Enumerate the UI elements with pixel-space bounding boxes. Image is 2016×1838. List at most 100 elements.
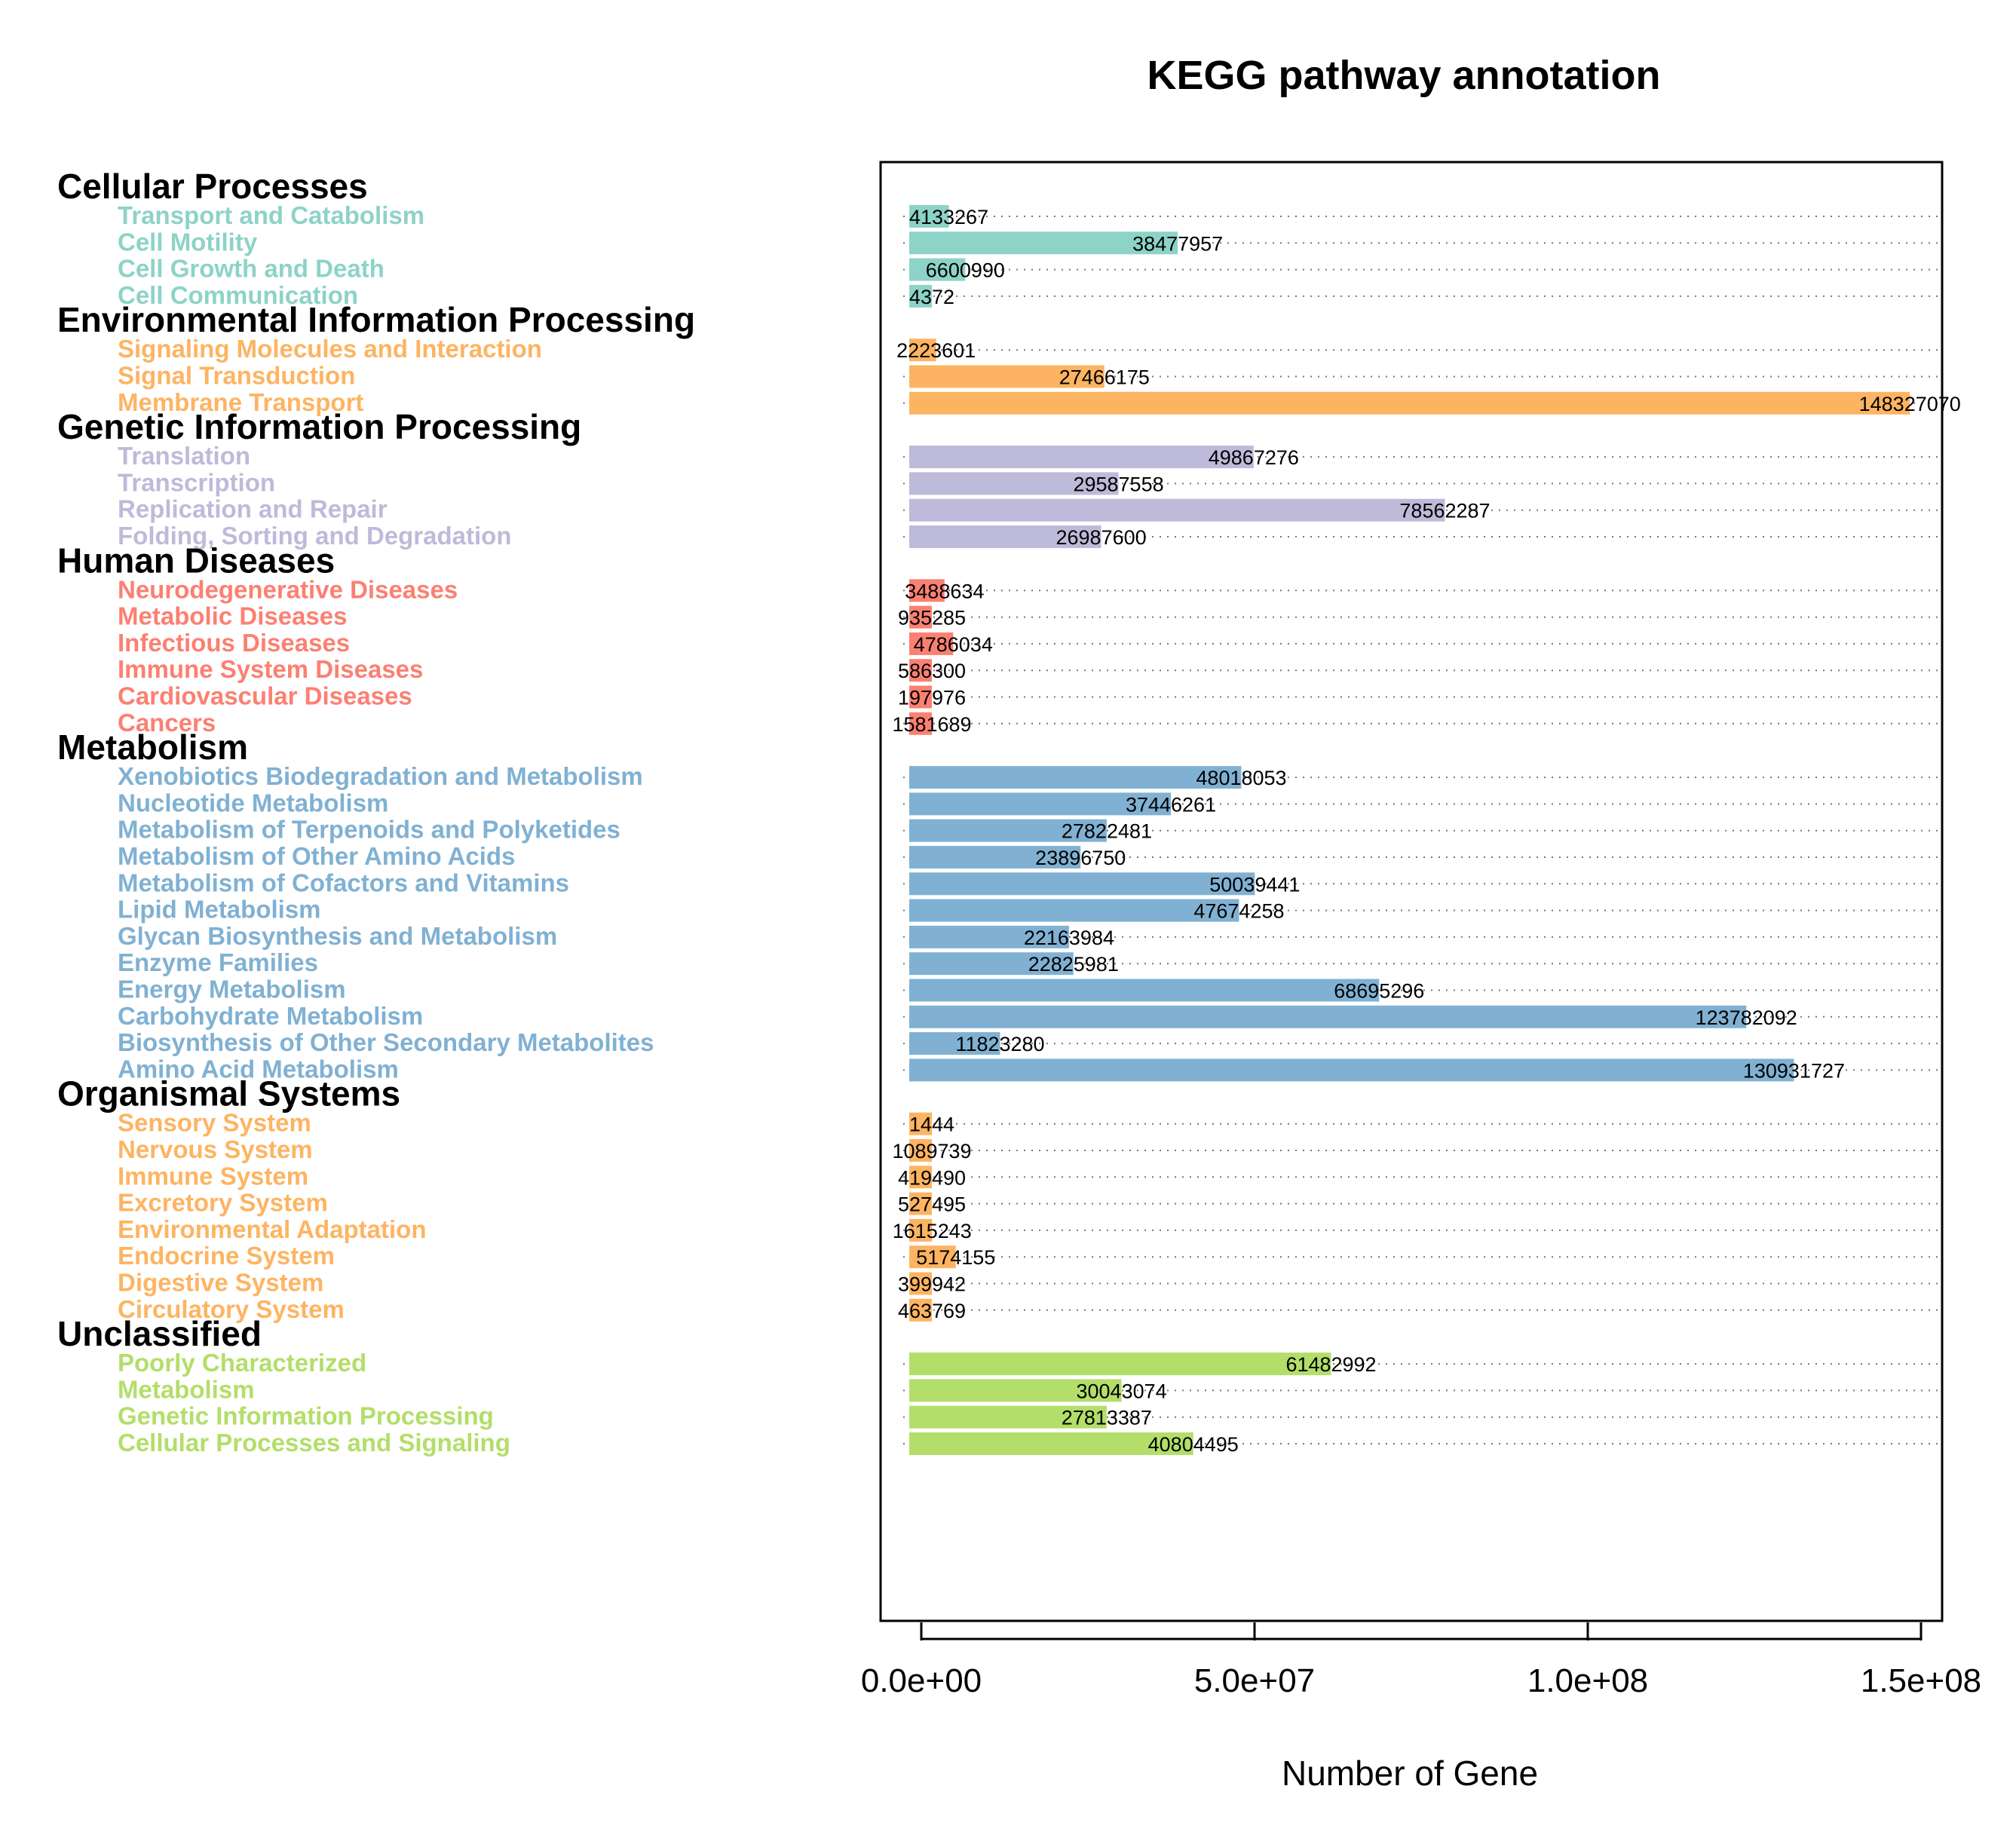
value-label: 11823280 [955,1033,1044,1055]
bar [909,446,1254,469]
x-axis: 0.0e+00 5.0e+07 1.0e+08 1.5e+08 [861,1622,1981,1699]
value-label: 1581689 [892,713,971,736]
value-label: 419490 [898,1166,966,1189]
value-label: 4133267 [909,206,988,228]
value-label: 37446261 [1126,793,1216,816]
bar [909,1139,932,1162]
value-label: 148327070 [1859,393,1961,415]
value-label: 1444 [909,1114,954,1136]
value-label: 935285 [898,607,966,630]
bar [909,659,932,682]
category-label: Excretory System [118,1189,328,1217]
category-label: Signaling Molecules and Interaction [118,335,542,363]
category-label: Cancers [118,709,216,737]
category-label: Sensory System [118,1109,311,1137]
value-label: 78562287 [1399,500,1490,522]
bar [909,205,949,228]
bar [909,1379,1122,1402]
value-label: 586300 [898,660,966,682]
plot-frame [879,161,1944,1622]
bar [909,1352,1331,1376]
group-header: Organismal Systems [57,1074,400,1114]
bar [909,925,1069,948]
category-label: Metabolism [118,1375,255,1403]
category-label: Endocrine System [118,1242,335,1270]
bar [909,1112,932,1135]
bars [909,205,1910,1455]
x-tick-label: 5.0e+07 [1194,1662,1315,1699]
category-label: Biosynthesis of Other Secondary Metaboli… [118,1028,654,1056]
bar [909,1166,932,1189]
value-label: 2223601 [896,339,976,362]
bar [909,952,1074,976]
bar [909,1298,932,1322]
category-label: Nucleotide Metabolism [118,789,388,816]
category-label: Membrane Transport [118,388,363,416]
bar [909,1245,956,1269]
category-label: Metabolic Diseases [118,602,347,630]
value-labels: 4133267 38477957 6600990 4372 2223601 2746617… [892,206,1960,1456]
bar [909,872,1255,896]
bar [909,391,1910,415]
value-label: 4372 [909,286,954,308]
value-label: 22163984 [1024,927,1114,949]
bar [909,712,932,735]
value-label: 6600990 [926,259,1005,282]
bar [909,284,932,308]
value-label: 61482992 [1285,1353,1376,1376]
bar [909,632,954,655]
category-label: Transport and Catabolism [118,201,424,229]
bar [909,472,1119,495]
category-label: Lipid Metabolism [118,896,321,924]
value-label: 47674258 [1193,900,1284,923]
bar [909,1405,1107,1429]
bar [909,1192,932,1215]
group-header: Genetic Information Processing [57,407,581,446]
bar [909,1218,933,1242]
category-label: Neurodegenerative Diseases [118,575,458,603]
category-label: Metabolism of Cofactors and Vitamins [118,868,569,896]
chart-title: KEGG pathway annotation [1147,53,1660,98]
bar [909,231,1178,255]
category-label: Amino Acid Metabolism [118,1055,399,1083]
value-label: 123782092 [1696,1006,1797,1029]
category-label: Environmental Adaptation [118,1215,426,1243]
category-label: Circulatory System [118,1295,345,1323]
bar [909,1005,1747,1028]
bar [909,1432,1193,1455]
category-label: Poorly Characterized [118,1349,366,1377]
value-label: 399942 [898,1273,966,1296]
x-axis-label: Number of Gene [1282,1754,1538,1793]
value-label: 68695296 [1334,980,1424,1003]
bar [909,525,1101,548]
category-label: Transcription [118,468,275,496]
value-label: 30043074 [1077,1380,1167,1402]
category-label: Metabolism of Other Amino Acids [118,842,515,870]
value-label: 49867276 [1209,446,1299,469]
bar [909,498,1445,522]
category-label: Translation [118,442,250,470]
value-label: 5174155 [916,1246,995,1269]
value-label: 29587558 [1073,473,1163,495]
category-label: Infectious Diseases [118,629,350,657]
bar [909,1032,1000,1055]
bar [909,819,1107,842]
group-header: Cellular Processes [57,167,368,206]
category-label: Genetic Information Processing [118,1402,494,1430]
bar [909,579,945,602]
group-header: Metabolism [57,728,248,767]
bar [909,792,1172,816]
value-label: 50039441 [1209,873,1300,896]
bar [909,365,1105,388]
value-label: 463769 [898,1300,966,1322]
category-label: Energy Metabolism [118,976,346,1003]
value-label: 27466175 [1059,366,1150,389]
category-label: Cellular Processes and Signaling [118,1429,510,1457]
bar [909,1272,932,1295]
category-label: Cardiovascular Diseases [118,682,412,710]
category-label: Digestive System [118,1269,323,1297]
value-label: 27822481 [1062,820,1152,843]
x-tick-label: 0.0e+00 [861,1662,982,1699]
